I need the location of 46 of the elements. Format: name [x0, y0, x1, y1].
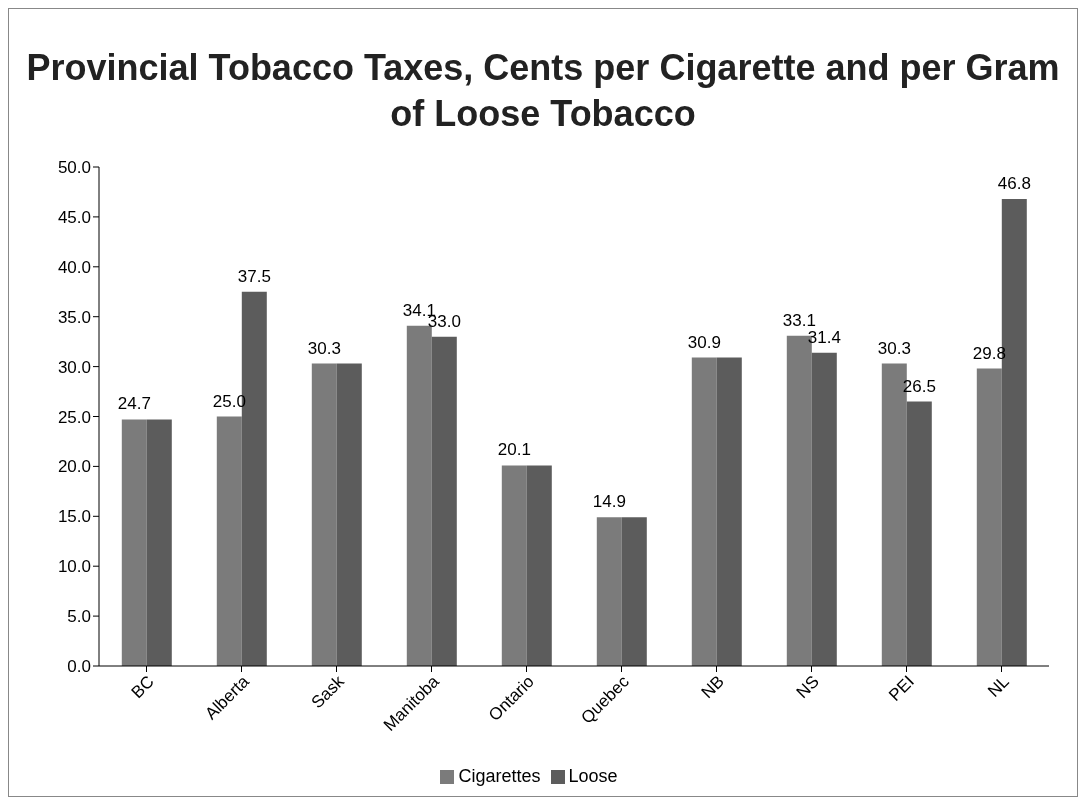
bar	[906, 401, 932, 666]
y-tick-label: 15.0	[57, 507, 91, 527]
data-label: 46.8	[997, 173, 1031, 193]
data-label: 30.3	[307, 338, 341, 358]
bar	[431, 336, 457, 666]
data-label: 31.4	[807, 327, 841, 347]
legend-label: Loose	[568, 766, 618, 786]
x-tick-label: PEI	[885, 671, 918, 705]
bar	[811, 352, 837, 666]
y-tick-label: 50.0	[57, 158, 91, 178]
bar	[336, 363, 362, 666]
y-tick-label: 20.0	[57, 457, 91, 477]
bar	[311, 363, 337, 666]
x-tick-label: NL	[984, 671, 1013, 701]
data-label: 24.7	[117, 394, 151, 414]
y-tick-label: 30.0	[57, 357, 91, 377]
y-tick-label: 10.0	[57, 557, 91, 577]
y-tick-label: 5.0	[67, 607, 91, 627]
legend-label: Cigarettes	[458, 766, 541, 786]
x-tick-label: NS	[792, 671, 823, 703]
data-label: 30.9	[687, 332, 721, 352]
y-tick-label: 0.0	[67, 657, 91, 677]
bar	[621, 517, 647, 666]
bar	[596, 517, 622, 666]
chart-title: Provincial Tobacco Taxes, Cents per Cigarette and per Gram of Loose Tobacco	[25, 46, 1061, 136]
bar	[216, 416, 242, 666]
y-tick-label: 35.0	[57, 307, 91, 327]
y-tick-label: 25.0	[57, 407, 91, 427]
x-tick-label: BC	[127, 671, 158, 703]
x-tick-label: NB	[697, 671, 728, 703]
bar	[121, 419, 147, 666]
data-label: 33.1	[782, 310, 816, 330]
bar	[501, 465, 527, 666]
bar	[691, 357, 717, 666]
y-tick-label: 40.0	[57, 257, 91, 277]
bar	[526, 465, 552, 666]
bar	[406, 325, 432, 666]
data-label: 20.1	[497, 440, 531, 460]
y-tick-label: 45.0	[57, 207, 91, 227]
data-label: 14.9	[592, 492, 626, 512]
data-label: 30.3	[877, 338, 911, 358]
bar	[976, 368, 1002, 666]
data-label: 37.5	[237, 266, 271, 286]
data-label: 26.5	[902, 376, 936, 396]
bar	[146, 419, 172, 666]
bar	[716, 357, 742, 666]
